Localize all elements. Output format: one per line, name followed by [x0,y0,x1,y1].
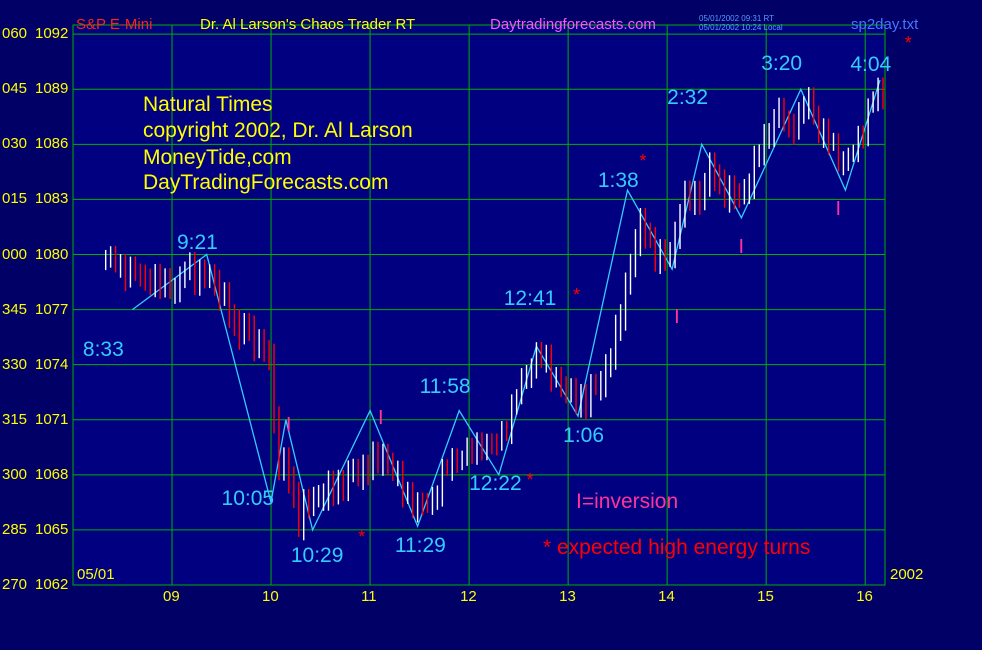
projection-layer [132,79,881,532]
inversion-mark: I [285,414,292,437]
x-tick-label: 09 [163,588,180,605]
plot-border [72,24,886,586]
expected-turn-mark: * [639,150,647,171]
natural-time-label: 3:20 [761,51,803,75]
note-line-4: DayTradingForecasts.com [143,171,389,194]
natural-time-label: 4:04 [850,53,892,77]
y-time-tick-label: 045 [2,80,28,98]
y-time-tick-label: 315 [2,410,28,428]
inversion-mark: I [377,406,384,429]
inversion-mark: I [738,236,744,259]
x-tick-label: 13 [559,588,576,605]
inversion-legend: I=inversion [576,490,679,513]
y-price-tick-label: 1083 [35,190,69,208]
inversion-mark: I [674,305,680,328]
natural-time-label: 9:21 [176,231,218,255]
natural-time-label: 2:32 [667,86,709,110]
y-price-tick-label: 1068 [35,465,69,483]
expected-turn-mark: * [904,33,912,54]
y-time-tick-label: 345 [2,300,28,318]
price-layer [104,77,884,541]
x-tick-label: 15 [757,588,774,605]
y-price-tick-label: 1062 [35,576,69,593]
x-tick-label: 12 [460,588,477,605]
natural-time-label: 1:06 [563,424,605,448]
timestamp-line-2: 05/01/2002 10:24 Local [699,23,783,32]
y-time-tick-label: 060 [2,25,28,43]
timestamp-line-1: 05/01/2002 09:31 RT [699,14,775,23]
y-price-tick-label: 1065 [35,520,69,538]
y-time-tick-label: 300 [2,465,28,483]
note-line-3: MoneyTide,com [143,146,292,169]
grid-lines [72,24,886,586]
website-title: Daytradingforecasts.com [490,16,656,33]
y-price-tick-label: 1080 [35,245,69,263]
x-tick-label: 10 [262,588,279,605]
natural-time-label: 10:29 [290,543,344,567]
author-title: Dr. Al Larson's Chaos Trader RT [200,16,416,33]
x-start-label: 05/01 [77,566,115,583]
inversion-mark: I [835,197,842,220]
note-line-2: copyright 2002, Dr. Al Larson [143,119,413,142]
y-time-tick-label: 030 [2,135,28,153]
y-time-tick-label: 330 [2,355,28,373]
natural-time-label: 11:29 [394,534,446,558]
x-tick-label: 11 [361,588,377,605]
x-tick-label: 16 [856,588,873,605]
note-line-1: Natural Times [143,93,273,116]
y-price-tick-label: 1092 [35,25,69,43]
expected-turn-mark: * [526,470,534,491]
y-price-tick-label: 1077 [35,300,69,318]
y-time-tick-label: 270 [2,576,28,593]
natural-time-label: 12:41 [503,286,557,310]
expected-turn-mark: * [358,527,366,548]
expected-turn-mark: * [573,284,581,305]
y-price-tick-label: 1089 [35,80,69,98]
y-time-tick-label: 000 [2,245,28,263]
natural-time-label: 8:33 [82,337,124,361]
symbol-title: S&P E-Mini [76,16,153,33]
plot-area [73,25,885,585]
y-time-tick-label: 015 [2,190,28,208]
x-end-label: 2002 [890,566,924,583]
natural-time-label: 10:05 [221,486,275,510]
x-tick-label: 14 [658,588,675,605]
y-time-tick-label: 285 [2,520,28,538]
natural-time-label: 11:58 [419,374,471,398]
y-price-tick-label: 1086 [35,135,69,153]
y-price-tick-label: 1071 [35,410,69,428]
natural-time-label: 1:38 [597,169,639,193]
y-price-tick-label: 1074 [35,355,69,373]
natural-time-label: 12:22 [469,472,522,496]
projection-line [132,79,881,532]
expected-turns-legend: * expected high energy turns [543,536,811,559]
file-name: sp2day.txt [851,16,919,33]
